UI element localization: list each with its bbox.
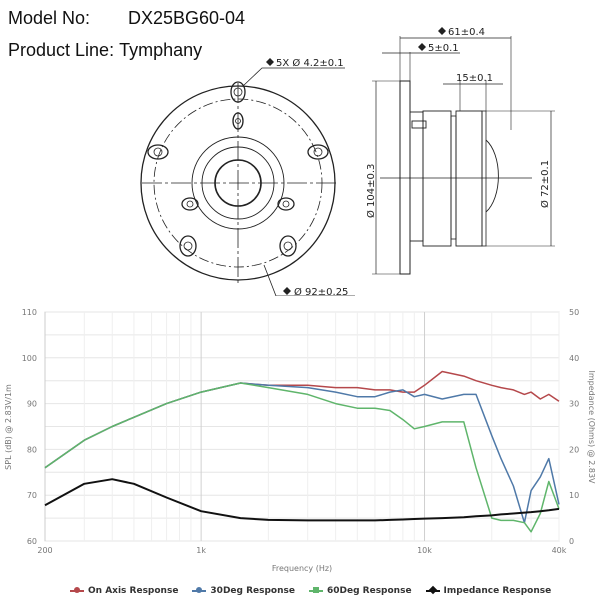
svg-text:20: 20	[569, 445, 579, 454]
chart-grid	[44, 311, 560, 542]
product-line-label: Product Line:	[8, 40, 115, 60]
svg-text:70: 70	[27, 491, 37, 500]
line-marker-icon	[192, 587, 207, 593]
svg-text:100: 100	[22, 354, 37, 363]
svg-text:80: 80	[27, 445, 37, 454]
svg-text:10k: 10k	[417, 546, 432, 555]
chart-legend: On Axis Response 30Deg Response 60Deg Re…	[70, 585, 551, 596]
magnet-diameter-dimension: Ø 72±0.1	[539, 160, 551, 208]
front-view	[140, 67, 355, 296]
side-view	[372, 36, 555, 275]
svg-text:10: 10	[569, 491, 579, 500]
svg-text:60: 60	[27, 537, 37, 546]
svg-text:110: 110	[22, 308, 37, 317]
frequency-response-chart: 200 1k 10k 40k 60 70 80 90 100 110 0 10 20 30 40 50 Fre…	[4, 308, 596, 573]
bolt-circle-dimension: Ø 92±0.25	[294, 286, 348, 296]
svg-text:30: 30	[569, 400, 579, 409]
model-value: DX25BG60-04	[128, 8, 246, 28]
y-axis-label: SPL (dB) @ 2.83V/1m	[4, 384, 13, 470]
svg-text:40: 40	[569, 354, 579, 363]
legend-impedance[interactable]: Impedance Response	[425, 585, 551, 596]
x-axis-label: Frequency (Hz)	[272, 564, 332, 573]
line-marker-icon	[70, 587, 84, 593]
line-marker-icon	[425, 585, 440, 595]
magnet-height-dimension: 15±0.1	[456, 73, 493, 84]
model-number: Model No: DX25BG60-04	[8, 8, 245, 29]
holes-dimension: 5X Ø 4.2±0.1	[276, 57, 344, 69]
svg-text:50: 50	[569, 308, 579, 317]
y2-axis-label: Impedance (Ohms) @ 2.83V	[587, 370, 596, 484]
technical-drawing: 5X Ø 4.2±0.1 Ø 92±0.25 61±0.4 5±0.1 15±0…	[140, 27, 555, 296]
legend-on-axis[interactable]: On Axis Response	[70, 586, 178, 596]
product-line-value: Tymphany	[119, 40, 203, 60]
chart-ticks: 200 1k 10k 40k 60 70 80 90 100 110 0 10 20 30 40 50	[22, 308, 579, 555]
overall-depth-dimension: 61±0.4	[448, 27, 485, 38]
line-marker-icon	[308, 587, 323, 593]
svg-text:90: 90	[27, 400, 37, 409]
legend-60deg[interactable]: 60Deg Response	[308, 586, 412, 596]
series-60deg-response	[44, 382, 560, 533]
legend-30deg[interactable]: 30Deg Response	[192, 586, 295, 596]
flange-thickness-dimension: 5±0.1	[428, 43, 459, 54]
model-label: Model No:	[8, 8, 91, 28]
product-line: Product Line: Tymphany	[8, 40, 202, 61]
svg-text:1k: 1k	[196, 546, 206, 555]
outer-diameter-dimension: Ø 104±0.3	[365, 164, 377, 218]
svg-text:40k: 40k	[552, 546, 567, 555]
chart-series	[44, 370, 560, 533]
svg-text:200: 200	[37, 546, 52, 555]
series-impedance-response	[44, 478, 560, 522]
svg-text:0: 0	[569, 537, 574, 546]
